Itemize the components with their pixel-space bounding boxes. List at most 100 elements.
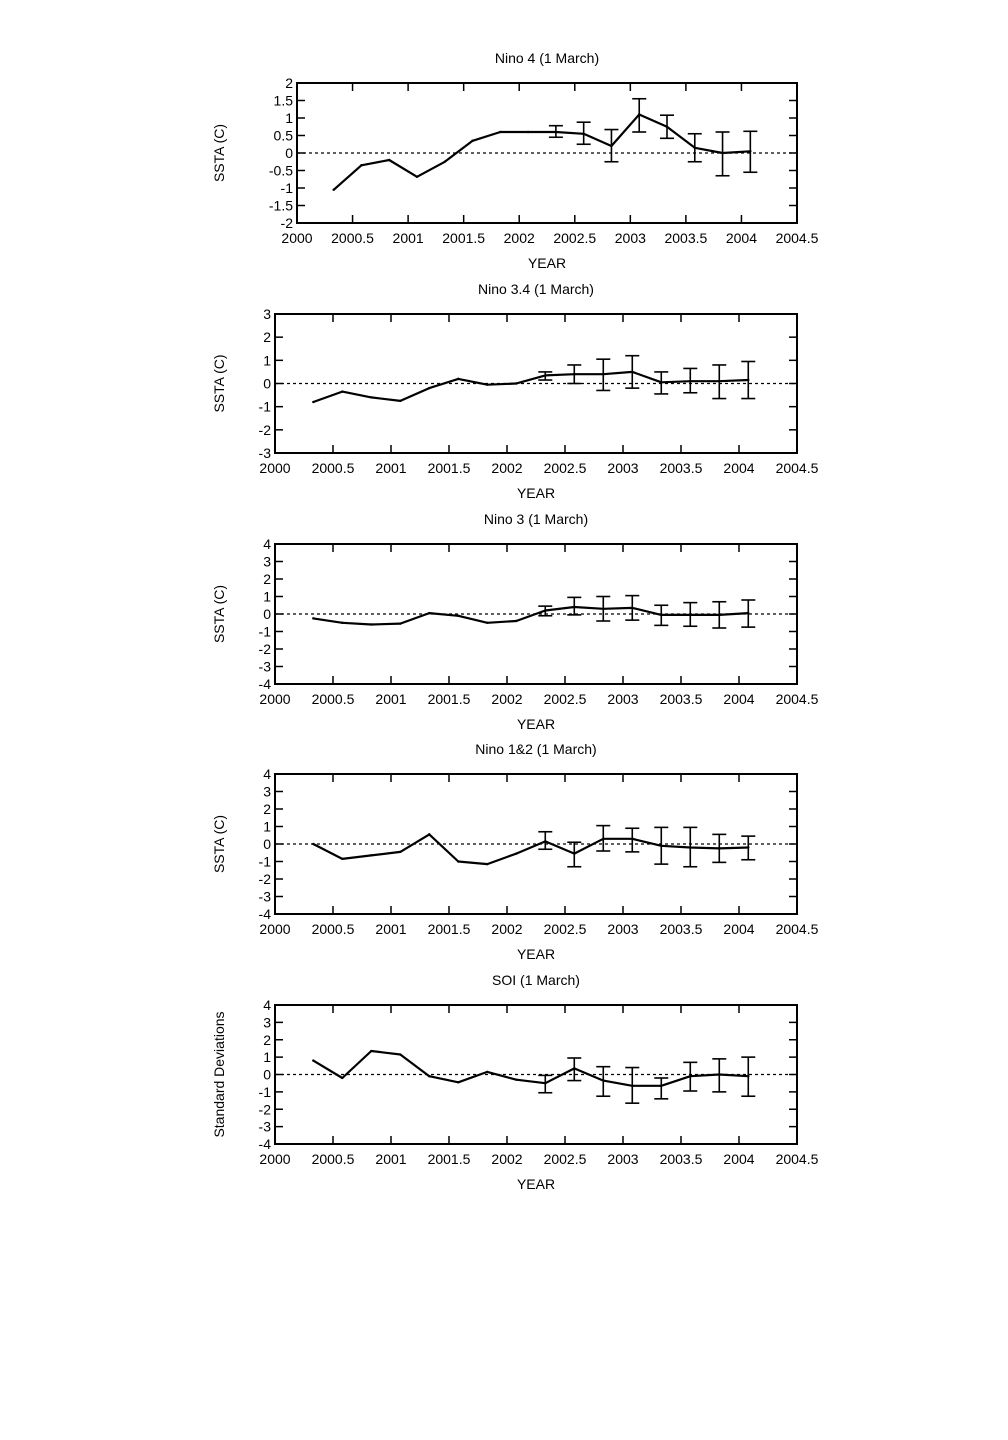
error-bar (538, 1074, 553, 1094)
error-bar (654, 371, 669, 395)
x-axis-label: YEAR (528, 255, 566, 271)
x-tick-label: 2004.5 (776, 460, 819, 476)
error-bar (596, 1065, 611, 1098)
x-tick-label: 2002 (491, 691, 522, 707)
x-tick-label: 2001.5 (428, 921, 471, 937)
data-point (341, 621, 344, 624)
error-bar (596, 824, 611, 852)
error-bar (741, 599, 756, 628)
y-tick-label: 0 (263, 1067, 271, 1083)
x-tick-label: 2003.5 (660, 691, 703, 707)
x-tick-label: 2002 (491, 921, 522, 937)
x-tick-label: 2000 (259, 1151, 290, 1167)
y-tick-label: 2 (263, 571, 271, 587)
error-bar (683, 1061, 698, 1092)
y-tick-label: 1 (263, 819, 271, 835)
x-tick-label: 2002 (504, 230, 535, 246)
x-tick-label: 2004.5 (776, 921, 819, 937)
data-point (312, 617, 315, 620)
x-tick-label: 2002.5 (544, 691, 587, 707)
data-point (428, 386, 431, 390)
data-point (388, 158, 391, 162)
series-line (332, 113, 751, 191)
error-bar (741, 1056, 756, 1098)
data-point (360, 164, 363, 167)
y-tick-label: 2 (285, 75, 293, 91)
y-tick-label: 1.5 (274, 93, 294, 109)
data-point (486, 383, 489, 386)
x-tick-label: 2004.5 (776, 1151, 819, 1167)
x-tick-label: 2004.5 (776, 691, 819, 707)
data-point (515, 852, 518, 855)
x-tick-label: 2003 (607, 460, 638, 476)
y-tick-label: 3 (263, 1014, 271, 1030)
data-point (471, 139, 474, 142)
y-axis-label: SSTA (C) (211, 585, 227, 643)
error-bar (576, 121, 591, 146)
y-tick-label: -2 (259, 871, 272, 887)
y-tick-label: -1 (259, 854, 272, 870)
y-tick-label: -0.5 (269, 163, 293, 179)
chart-title: Nino 3 (1 March) (484, 511, 588, 527)
y-tick-label: -1 (259, 1084, 272, 1100)
y-tick-label: -2 (281, 215, 294, 231)
x-tick-label: 2003 (607, 691, 638, 707)
x-tick-label: 2000 (259, 921, 290, 937)
y-tick-label: -4 (259, 676, 272, 692)
error-bar (596, 595, 611, 622)
data-point (399, 622, 402, 625)
x-tick-label: 2003 (607, 921, 638, 937)
y-tick-label: 1 (263, 352, 271, 368)
y-tick-label: 0.5 (274, 128, 294, 144)
error-bar (712, 833, 727, 864)
y-tick-label: -1 (259, 624, 272, 640)
data-point (428, 611, 431, 615)
x-tick-label: 2002.5 (544, 1151, 587, 1167)
data-point (341, 1076, 344, 1080)
data-point (370, 396, 373, 399)
error-bar (683, 367, 698, 394)
y-tick-label: 4 (263, 766, 271, 782)
x-tick-label: 2001.5 (442, 230, 485, 246)
x-tick-label: 2004.5 (776, 230, 819, 246)
series-line (312, 833, 749, 866)
series-line (313, 605, 749, 626)
x-tick-label: 2000.5 (331, 230, 374, 246)
error-bar (625, 594, 640, 621)
data-point (515, 619, 518, 623)
data-point (312, 842, 315, 846)
x-axis-label: YEAR (517, 946, 555, 962)
x-tick-label: 2001 (375, 691, 406, 707)
error-bar (567, 596, 582, 616)
x-tick-label: 2000.5 (312, 921, 355, 937)
chart-title: Nino 4 (1 March) (495, 50, 599, 66)
data-point (443, 160, 446, 163)
error-bar (632, 97, 647, 133)
error-bar (625, 827, 640, 853)
error-bar (741, 835, 756, 861)
error-bar (660, 114, 674, 140)
y-tick-label: 4 (263, 997, 271, 1013)
error-bar (625, 354, 640, 389)
y-tick-label: 0 (263, 606, 271, 622)
data-point (499, 130, 502, 134)
y-axis-label: Standard Deviations (211, 1011, 227, 1137)
x-tick-label: 2000 (259, 691, 290, 707)
data-point (370, 854, 373, 857)
error-bar (654, 826, 669, 865)
y-tick-label: 1 (263, 1049, 271, 1065)
y-tick-label: -3 (259, 445, 272, 461)
chart-title: Nino 1&2 (1 March) (475, 741, 596, 757)
x-tick-label: 2002.5 (544, 921, 587, 937)
y-tick-label: -3 (259, 659, 272, 675)
y-tick-label: -1.5 (269, 198, 293, 214)
x-tick-label: 2002.5 (544, 460, 587, 476)
error-bar (567, 841, 582, 868)
error-bar (625, 1066, 640, 1104)
data-point (332, 188, 335, 191)
error-bar (538, 830, 553, 851)
y-tick-label: 0 (263, 836, 271, 852)
y-tick-label: 3 (263, 784, 271, 800)
y-tick-label: 1 (263, 589, 271, 605)
